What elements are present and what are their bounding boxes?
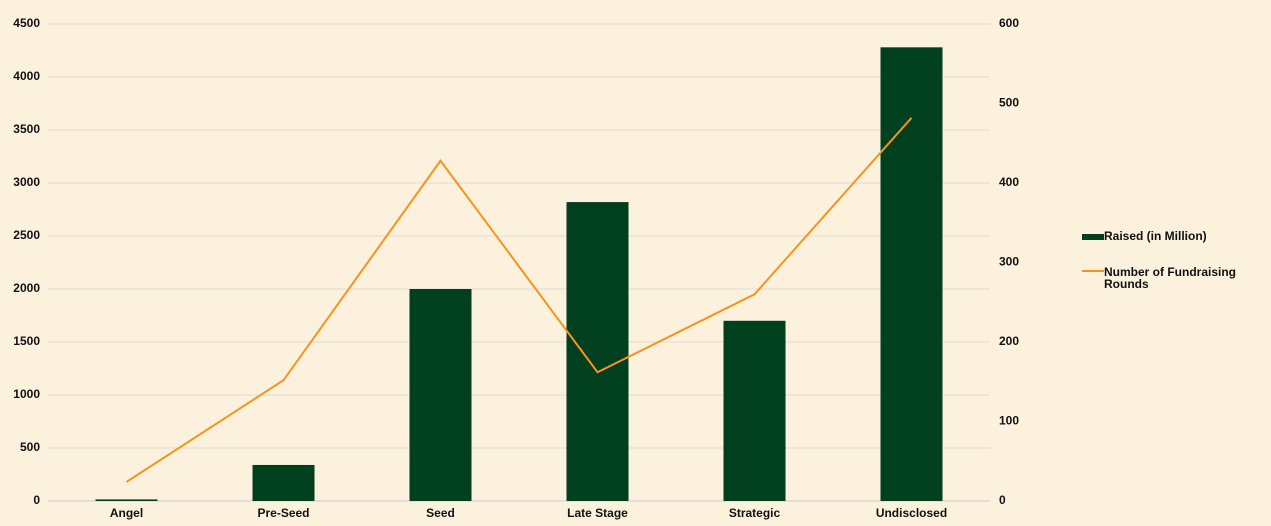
legend-swatch: [1082, 234, 1104, 240]
y-tick-label: 3000: [13, 175, 40, 189]
bar: [723, 320, 786, 501]
legend: Raised (in Million) Number of Fundraising…: [1082, 230, 1257, 314]
y-tick-label: 3500: [13, 122, 40, 136]
y2-tick-label: 600: [999, 16, 1019, 30]
x-tick-label: Strategic: [729, 506, 781, 520]
bar: [880, 47, 943, 501]
bar: [95, 499, 158, 501]
y-tick-label: 4500: [13, 16, 40, 30]
y-tick-label: 500: [20, 440, 40, 454]
x-tick-label: Seed: [426, 506, 455, 520]
y-tick-label: 2500: [13, 228, 40, 242]
y2-tick-label: 300: [999, 255, 1019, 269]
legend-swatch: [1082, 270, 1104, 272]
legend-label: Raised (in Million): [1104, 229, 1207, 243]
legend-item: Number of Fundraising Rounds: [1082, 266, 1257, 290]
y2-tick-label: 100: [999, 414, 1019, 428]
line: [125, 117, 913, 483]
y-tick-label: 1000: [13, 387, 40, 401]
y-tick-label: 0: [33, 493, 40, 507]
x-tick-label: Late Stage: [567, 506, 628, 520]
y2-tick-label: 200: [999, 334, 1019, 348]
x-tick-label: Pre-Seed: [257, 506, 309, 520]
legend-label: Number of Fundraising Rounds: [1104, 265, 1236, 291]
y2-tick-label: 0: [999, 493, 1006, 507]
bar: [252, 464, 315, 501]
y-tick-label: 1500: [13, 334, 40, 348]
x-tick-label: Undisclosed: [876, 506, 947, 520]
bar: [409, 289, 472, 501]
y2-tick-label: 500: [999, 96, 1019, 110]
y-tick-label: 2000: [13, 281, 40, 295]
x-tick-label: Angel: [110, 506, 143, 520]
y2-tick-label: 400: [999, 175, 1019, 189]
y-tick-label: 4000: [13, 69, 40, 83]
legend-item: Raised (in Million): [1082, 230, 1257, 242]
bar: [566, 202, 629, 501]
